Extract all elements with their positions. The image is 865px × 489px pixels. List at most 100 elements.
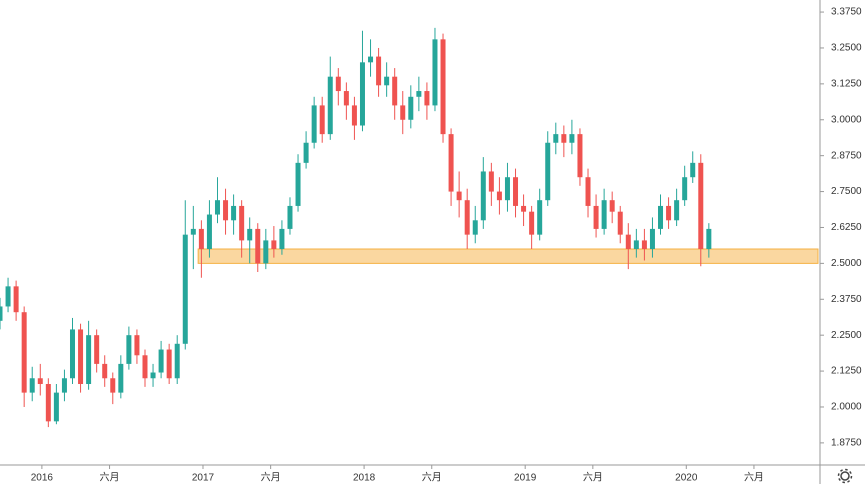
candle-body [674, 200, 680, 221]
candle-body [279, 228, 285, 250]
candle-body [287, 205, 293, 229]
candle-body [641, 240, 647, 250]
candle-body [561, 134, 567, 143]
candle-body [37, 378, 43, 385]
x-tick-label: 六月 [744, 472, 764, 484]
y-tick-label: 3.0000 [831, 114, 862, 125]
candle-body [448, 134, 454, 192]
candle-body [376, 56, 382, 86]
candle-body [432, 39, 438, 106]
candle-body [319, 105, 325, 135]
candle-body [311, 105, 317, 143]
candle-body [69, 329, 75, 379]
candle-body [545, 142, 551, 201]
x-tick-label: 六月 [583, 472, 603, 484]
x-tick-label: 2020 [675, 473, 698, 484]
candle-body [110, 378, 116, 393]
candle-body [601, 200, 607, 229]
candle-body [416, 91, 422, 97]
candle-body [0, 306, 3, 321]
x-tick-label: 2019 [514, 473, 537, 484]
y-tick-label: 2.8750 [831, 150, 862, 161]
candle-body [214, 200, 220, 215]
candle-body [488, 171, 494, 192]
candle-body [94, 335, 100, 364]
candle-body [633, 240, 639, 250]
x-tick-label: 六月 [261, 472, 281, 484]
candle-body [303, 142, 309, 163]
candle-body [142, 355, 148, 379]
candle-body [658, 205, 664, 229]
y-tick-label: 2.3750 [831, 294, 862, 305]
x-tick-label: 2018 [353, 473, 376, 484]
y-tick-label: 2.1250 [831, 366, 862, 377]
y-tick-label: 3.2500 [831, 43, 862, 54]
candle-body [682, 177, 688, 201]
x-tick-label: 六月 [100, 472, 120, 484]
candle-body [335, 76, 341, 92]
candle-body [617, 211, 623, 235]
candle-body [392, 76, 398, 106]
candle-body [21, 312, 27, 393]
candle-body [649, 228, 655, 250]
candle-body [150, 372, 156, 379]
candle-body [327, 76, 333, 135]
y-tick-label: 3.3750 [831, 7, 862, 18]
candle-body [166, 349, 172, 379]
candle-body [609, 200, 615, 212]
candle-body [553, 134, 559, 143]
candle-body [174, 343, 180, 379]
candle-body [86, 335, 92, 385]
candle-body [698, 162, 704, 250]
candle-body [45, 384, 51, 422]
settings-icon[interactable] [837, 468, 853, 484]
candle-body [223, 200, 229, 221]
candle-body [408, 96, 414, 120]
candle-body [78, 329, 84, 385]
candle-body [198, 228, 204, 250]
candle-body [625, 234, 631, 250]
candle-body [53, 392, 59, 422]
y-tick-label: 2.2500 [831, 330, 862, 341]
candle-body [496, 191, 502, 201]
candle-body [263, 240, 269, 264]
candle-body [295, 162, 301, 206]
support-zone [197, 248, 819, 264]
y-tick-label: 1.8750 [831, 438, 862, 449]
candle-body [464, 200, 470, 235]
candle-body [440, 39, 446, 135]
candle-body [158, 349, 164, 373]
y-tick-label: 2.0000 [831, 402, 862, 413]
candle-body [239, 205, 245, 241]
candle-body [126, 335, 132, 364]
candle-body [182, 234, 188, 344]
x-tick-label: 2017 [192, 473, 215, 484]
candle-body [706, 228, 712, 250]
candle-body [521, 205, 527, 212]
y-tick-label: 2.6250 [831, 222, 862, 233]
candle-body [190, 228, 196, 235]
candle-body [585, 177, 591, 206]
candle-body [537, 200, 543, 235]
candle-body [343, 91, 349, 106]
candle-body [271, 240, 277, 250]
candle-body [206, 214, 212, 250]
candle-body [61, 378, 67, 393]
candle-body [666, 205, 672, 221]
candle-body [13, 286, 19, 313]
candle-body [456, 191, 462, 201]
candle-body [472, 220, 478, 235]
candle-body [569, 134, 575, 143]
x-tick-label: 六月 [422, 472, 442, 484]
candle-body [255, 228, 261, 264]
candle-body [351, 105, 357, 126]
candle-body [29, 378, 35, 393]
candle-body [231, 205, 237, 221]
candle-body [577, 134, 583, 178]
candle-body [359, 62, 365, 126]
candle-body [384, 76, 390, 86]
candle-body [400, 105, 406, 120]
candle-body [593, 205, 599, 229]
candle-body [102, 363, 108, 379]
